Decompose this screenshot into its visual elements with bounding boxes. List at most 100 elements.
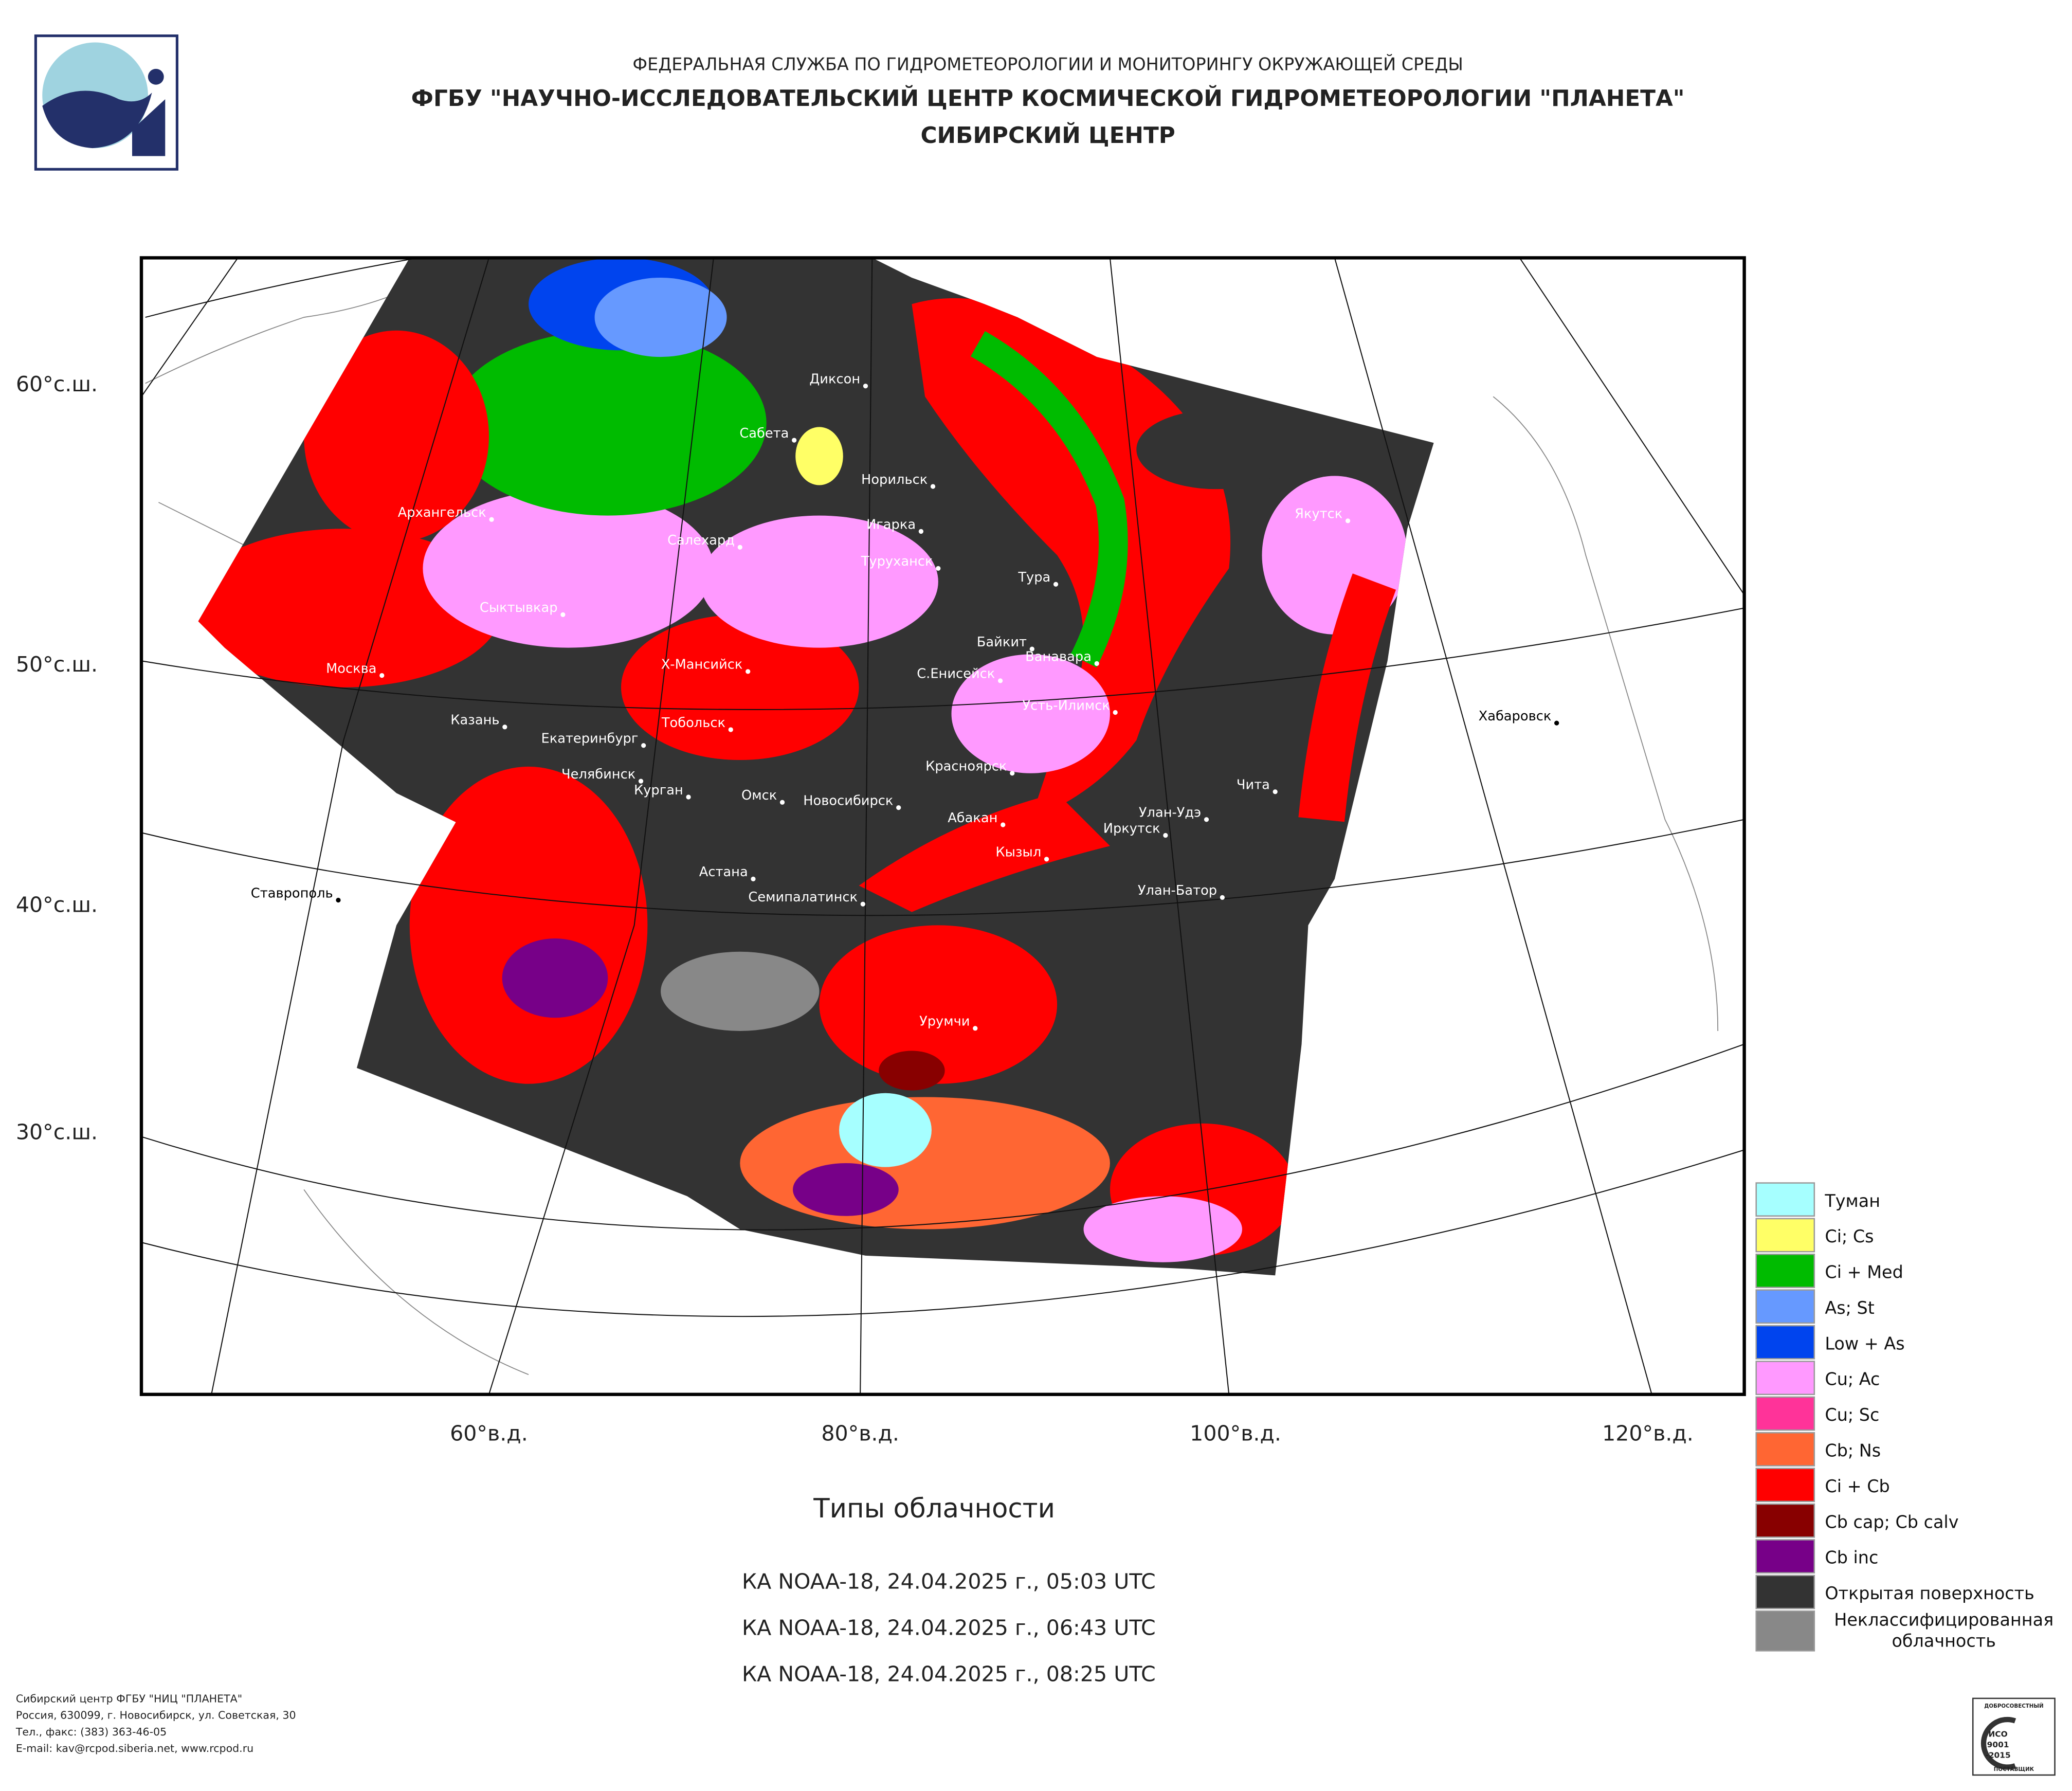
city-labels: Диксон Сабета Норильск Архангельск Салехард И… (251, 372, 1559, 1031)
lat-label: 50°с.ш. (16, 652, 98, 677)
legend-label: Cu; Sc (1825, 1405, 1879, 1425)
lat-label: 30°с.ш. (16, 1120, 98, 1145)
legend-swatch (1755, 1182, 1815, 1217)
city-label: Диксон (809, 372, 860, 387)
lat-label: 60°с.ш. (16, 372, 98, 396)
city-label: Москва (326, 661, 376, 676)
city-dot (1029, 646, 1034, 652)
legend-swatch (1755, 1218, 1815, 1253)
city-label: Хабаровск (1479, 709, 1552, 724)
city-dot (379, 673, 385, 678)
legend-swatch (1755, 1396, 1815, 1431)
badge-text: ПОСТАВЩИК (1994, 1766, 2034, 1772)
city-dot (746, 669, 751, 674)
city-dot (918, 529, 924, 534)
city-label: Тобольск (661, 715, 725, 731)
graticule (141, 258, 1744, 1395)
pass: КА NOAA-18, 24.04.2025 г., 05:03 UTC (742, 1569, 1156, 1594)
legend-swatch (1755, 1610, 1815, 1652)
city-label: Ванавара (1025, 649, 1092, 664)
city-dot (930, 484, 936, 489)
city-label: Улан-Удэ (1139, 805, 1201, 821)
map-frame (139, 256, 1746, 1396)
city-label: Сыктывкар (480, 600, 558, 616)
city-dot (792, 438, 797, 443)
city-label: Усть-Илимск (1022, 698, 1110, 713)
legend-label: Неклассифицированная облачность (1834, 1611, 2054, 1652)
legend-swatch (1755, 1432, 1815, 1467)
passes: КА NOAA-18, 24.04.2025 г., 05:03 UTC КА N… (742, 1569, 1156, 1687)
legend-label: As; St (1825, 1298, 1874, 1318)
legend-label: Открытая поверхность (1825, 1583, 2034, 1603)
city-dot (860, 901, 865, 907)
city-dot (336, 897, 341, 903)
legend: Туман Ci; Cs Ci + Med As; St Low + As Cu; Ac C… (1755, 1182, 2054, 1652)
footer-line: Тел., факс: (383) 363-46-05 (15, 1726, 167, 1738)
city-label: Семипалатинск (748, 890, 858, 905)
city-dot (1113, 710, 1118, 715)
city-dot (638, 779, 644, 784)
lon-label: 80°в.д. (821, 1421, 899, 1446)
legend-label: Cb cap; Cb calv (1825, 1512, 1958, 1532)
city-dot (1204, 817, 1209, 822)
city-label: Кызыл (995, 845, 1041, 860)
footer-line: E-mail: kav@rcpod.siberia.net, www.rcpod… (16, 1742, 253, 1754)
city-dot (779, 800, 785, 805)
legend-label: Ci + Cb (1825, 1476, 1889, 1496)
city-dot (728, 727, 733, 732)
footer: Сибирский центр ФГБУ "НИЦ "ПЛАНЕТА" Росси… (15, 1693, 296, 1754)
city-dot (1220, 895, 1225, 900)
city-label: С.Енисейск (917, 666, 995, 682)
city-label: Ставрополь (251, 885, 333, 901)
city-dot (997, 678, 1003, 683)
city-dot (1053, 582, 1059, 587)
badge (1972, 1697, 2056, 1776)
city-label: Урумчи (919, 1014, 970, 1029)
city-dot (973, 1026, 978, 1031)
city-label: Новосибирск (803, 793, 893, 808)
city-dot (896, 805, 901, 810)
city-dot (1044, 857, 1049, 862)
legend-swatch (1755, 1289, 1815, 1324)
city-dot (1094, 661, 1099, 666)
legend-label: Cb inc (1825, 1548, 1878, 1568)
legend-label: Low + As (1825, 1333, 1904, 1353)
city-label: Байкит (977, 635, 1027, 650)
city-label: Астана (699, 864, 748, 880)
city-label: Архангельск (398, 505, 486, 520)
city-dot (686, 794, 691, 800)
city-dot (502, 725, 507, 730)
city-dot (1345, 518, 1351, 523)
city-dot (936, 566, 941, 571)
city-label: Казань (450, 713, 499, 728)
lon-label: 120°в.д. (1602, 1421, 1694, 1446)
legend-swatch (1755, 1468, 1815, 1503)
city-label: Чита (1237, 777, 1270, 793)
city-dot (1163, 833, 1168, 838)
city-dot (751, 876, 756, 881)
badge-text: ИСО (1988, 1729, 2007, 1739)
city-dot (560, 612, 566, 617)
legend-label: Cb; Ns (1825, 1441, 1881, 1461)
branch: СИБИРСКИЙ ЦЕНТР (920, 121, 1175, 149)
legend-label: Туман (1824, 1191, 1880, 1211)
lat-label: 40°с.ш. (16, 893, 98, 917)
legend-label: Cu; Ac (1825, 1369, 1880, 1389)
pass: КА NOAA-18, 24.04.2025 г., 06:43 UTC (742, 1616, 1156, 1640)
city-label: Туруханск (861, 554, 933, 569)
city-dot (863, 384, 868, 389)
city-label: Абакан (948, 810, 997, 826)
city-label: Иркутск (1103, 821, 1160, 836)
city-label: Х-Мансийск (661, 657, 743, 673)
city-dot (1001, 822, 1006, 827)
badge-text: ДОБРОСОВЕСТНЫЙ (1984, 1703, 2043, 1709)
city-dot (1273, 789, 1278, 794)
city-label: Красноярск (925, 759, 1007, 774)
logo (34, 34, 178, 171)
legend-swatch (1755, 1361, 1815, 1396)
footer-line: Россия, 630099, г. Новосибирск, ул. Сове… (16, 1709, 296, 1722)
lon-label: 60°в.д. (450, 1421, 528, 1446)
city-label: Екатеринбург (541, 731, 638, 747)
city-dot (1010, 771, 1015, 776)
